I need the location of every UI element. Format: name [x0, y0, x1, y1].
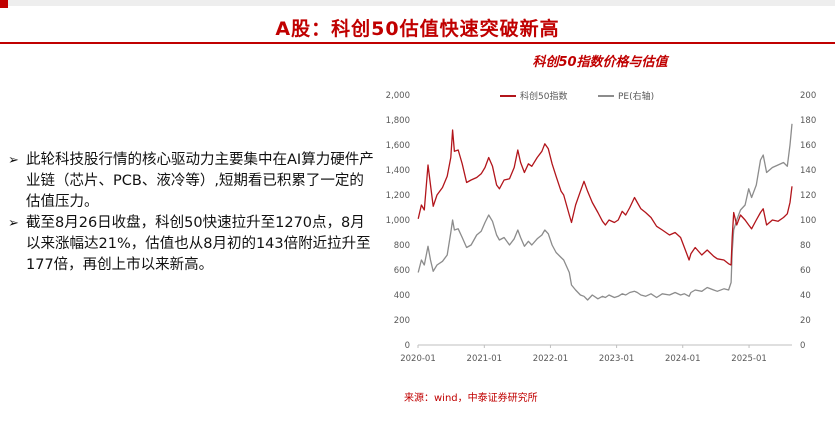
y-right-tick-label: 160	[800, 141, 816, 151]
y-right-tick-label: 120	[800, 191, 816, 201]
y-right-tick-label: 80	[800, 241, 811, 251]
y-right-tick-label: 100	[800, 216, 816, 226]
source-note: 来源：wind，中泰证券研究所	[404, 393, 538, 404]
bullet-text: 截至8月26日收盘，科创50快速拉升至1270点，8月以来涨幅达21%，估值也从…	[26, 215, 371, 273]
bullet-item: ➢ 此轮科技股行情的核心驱动力主要集中在AI算力硬件产业链（芯片、PCB、液冷等…	[8, 150, 376, 213]
y-left-tick-label: 200	[394, 316, 410, 326]
y-left-tick-label: 600	[394, 266, 410, 276]
y-left-tick-label: 1,800	[386, 116, 410, 126]
x-tick-label: 2022-01	[533, 354, 569, 364]
y-left-tick-label: 0	[405, 341, 410, 351]
bullet-list: ➢ 此轮科技股行情的核心驱动力主要集中在AI算力硬件产业链（芯片、PCB、液冷等…	[8, 150, 376, 276]
y-right-tick-label: 0	[800, 341, 805, 351]
y-right-tick-label: 200	[800, 91, 816, 101]
index-series-line	[417, 129, 793, 266]
y-right-tick-label: 40	[800, 291, 811, 301]
y-left-tick-label: 1,600	[386, 141, 410, 151]
y-right-tick-label: 20	[800, 316, 811, 326]
corner-accent	[0, 0, 8, 8]
slide-title: A股：科创50估值快速突破新高	[275, 18, 560, 40]
arrow-bullet-icon: ➢	[8, 216, 19, 231]
x-tick-label: 2021-01	[467, 354, 503, 364]
y-left-tick-label: 2,000	[386, 91, 410, 101]
top-strip	[0, 0, 835, 6]
y-left-tick-label: 1,000	[386, 216, 410, 226]
title-divider	[0, 42, 835, 44]
pe-series-line	[417, 123, 793, 301]
y-left-tick-label: 400	[394, 291, 410, 301]
legend-pe-label: PE(右轴)	[618, 90, 654, 102]
x-tick-label: 2020-01	[400, 354, 436, 364]
bullet-item: ➢ 截至8月26日收盘，科创50快速拉升至1270点，8月以来涨幅达21%，估值…	[8, 213, 376, 276]
chart-title: 科创50指数价格与估值	[532, 55, 668, 70]
x-tick-label: 2023-01	[599, 354, 635, 364]
x-tick-label: 2024-01	[665, 354, 701, 364]
legend-index-label: 科创50指数	[520, 90, 567, 102]
y-right-tick-label: 60	[800, 266, 811, 276]
y-right-tick-label: 180	[800, 116, 816, 126]
y-left-tick-label: 800	[394, 241, 410, 251]
y-left-tick-label: 1,400	[386, 166, 410, 176]
y-right-tick-label: 140	[800, 166, 816, 176]
y-left-tick-label: 1,200	[386, 191, 410, 201]
bullet-text: 此轮科技股行情的核心驱动力主要集中在AI算力硬件产业链（芯片、PCB、液冷等）,…	[26, 152, 374, 210]
x-tick-label: 2025-01	[731, 354, 767, 364]
arrow-bullet-icon: ➢	[8, 153, 19, 168]
